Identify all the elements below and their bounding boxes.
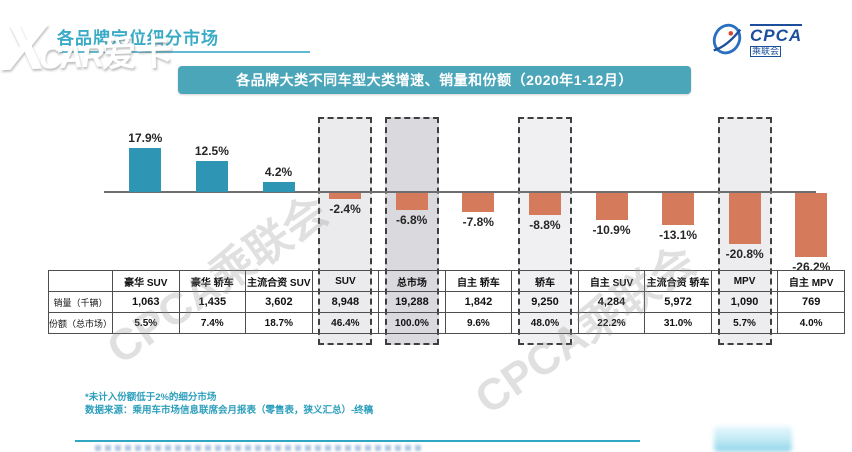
footnotes: *未计入份额低于2%的细分市场 数据来源：乘用车市场信息联席会月报表（零售表，狭… [85, 391, 373, 417]
table-cell-主流合资 SUV: 3,602 [245, 291, 313, 313]
footer-divider-line [75, 440, 640, 442]
table-row-label: 销量（千辆） [48, 291, 113, 313]
growth-label-主流合资 SUV: 4.2% [264, 164, 293, 179]
table-cell-自主 轿车: 9.6% [444, 312, 513, 334]
table-cell-MPV: 1,090 [710, 291, 779, 313]
cpca-swoosh-icon [712, 23, 742, 55]
growth-bar-MPV [728, 193, 761, 245]
table-cell-主流合资 轿车: 主流合资 轿车 [644, 270, 712, 292]
growth-label-总市场: -6.8% [396, 212, 428, 227]
chart-title-banner: 各品牌大类不同车型大类增速、销量和份额（2020年1-12月） [178, 66, 691, 94]
growth-label-自主 SUV: -10.9% [592, 222, 631, 237]
growth-bar-豪华 轿车 [195, 161, 228, 192]
table-cell-总市场: 100.0% [378, 312, 446, 334]
table-cell-自主 SUV: 22.2% [577, 312, 646, 334]
table-cell-SUV: 46.4% [311, 312, 380, 334]
table-cell-轿车: 轿车 [511, 270, 579, 292]
table-cell-SUV: SUV [311, 270, 380, 292]
table-row-label: 份额（总市场） [48, 312, 113, 334]
growth-bar-自主 轿车 [462, 193, 495, 213]
footer-blue-smudge [714, 426, 792, 452]
growth-bar-豪华 SUV [129, 147, 162, 192]
cpca-logo-acronym: CPCA [750, 23, 803, 45]
cpca-logo-chinese-text: 乘联会 [750, 45, 782, 57]
cpca-logo: CPCA 乘联会 [708, 20, 840, 60]
growth-label-SUV: -2.4% [329, 201, 361, 216]
table-cell-自主 轿车: 1,842 [444, 291, 513, 313]
table-row-label [48, 270, 113, 292]
growth-label-轿车: -8.8% [529, 217, 561, 232]
table-cell-豪华 SUV: 豪华 SUV [112, 270, 180, 292]
table-cell-轿车: 48.0% [511, 312, 579, 334]
table-cell-豪华 轿车: 7.4% [178, 312, 247, 334]
table-cell-自主 轿车: 自主 轿车 [444, 270, 513, 292]
growth-bar-自主 MPV [795, 193, 828, 258]
growth-label-主流合资 轿车: -13.1% [659, 228, 698, 243]
growth-label-豪华 轿车: 12.5% [194, 144, 229, 159]
table-cell-豪华 轿车: 1,435 [178, 291, 247, 313]
table-cell-SUV: 8,948 [311, 291, 380, 313]
growth-label-MPV: -20.8% [725, 247, 764, 262]
footnote-data-source: 数据来源：乘用车市场信息联席会月报表（零售表，狭义汇总）-终稿 [85, 405, 374, 416]
table-cell-自主 SUV: 4,284 [577, 291, 646, 313]
data-table: 豪华 SUV 豪华 轿车 主流合资 SUV SUV 总市场 自主 轿车 轿车 自主 SUV 主流… [48, 270, 845, 334]
table-cell-豪华 轿车: 豪华 轿车 [178, 270, 247, 292]
growth-bar-总市场 [395, 193, 428, 210]
growth-bar-主流合资 轿车 [662, 193, 695, 226]
table-cell-自主 SUV: 自主 SUV [577, 270, 646, 292]
table-cell-总市场: 总市场 [378, 270, 446, 292]
table-cell-主流合资 SUV: 主流合资 SUV [245, 270, 313, 292]
page-title: 各品牌定位细分市场 [57, 24, 310, 53]
zero-axis-line [104, 191, 816, 193]
growth-label-豪华 SUV: 17.9% [128, 130, 163, 145]
table-cell-自主 MPV: 769 [777, 291, 845, 313]
table-cell-豪华 SUV: 1,063 [112, 291, 180, 313]
growth-bar-自主 SUV [595, 193, 628, 220]
table-cell-主流合资 SUV: 18.7% [245, 312, 313, 334]
table-cell-轿车: 9,250 [511, 291, 579, 313]
table-cell-自主 MPV: 自主 MPV [777, 270, 845, 292]
growth-bar-轿车 [528, 193, 561, 215]
table-cell-主流合资 轿车: 31.0% [644, 312, 712, 334]
table-cell-MPV: MPV [710, 270, 779, 292]
growth-bar-SUV [329, 193, 362, 199]
footer-blurred-text [95, 445, 425, 451]
table-cell-总市场: 19,288 [378, 291, 446, 313]
growth-bar-主流合资 SUV [262, 181, 295, 192]
cpca-logo-chinese: 乘联会 [750, 45, 782, 57]
table-cell-MPV: 5.7% [710, 312, 779, 334]
table-cell-主流合资 轿车: 5,972 [644, 291, 712, 313]
footnote-share-threshold: *未计入份额低于2%的细分市场 [85, 392, 217, 403]
table-cell-自主 MPV: 4.0% [777, 312, 845, 334]
growth-label-自主 轿车: -7.8% [462, 215, 494, 230]
table-cell-豪华 SUV: 5.5% [112, 312, 180, 334]
